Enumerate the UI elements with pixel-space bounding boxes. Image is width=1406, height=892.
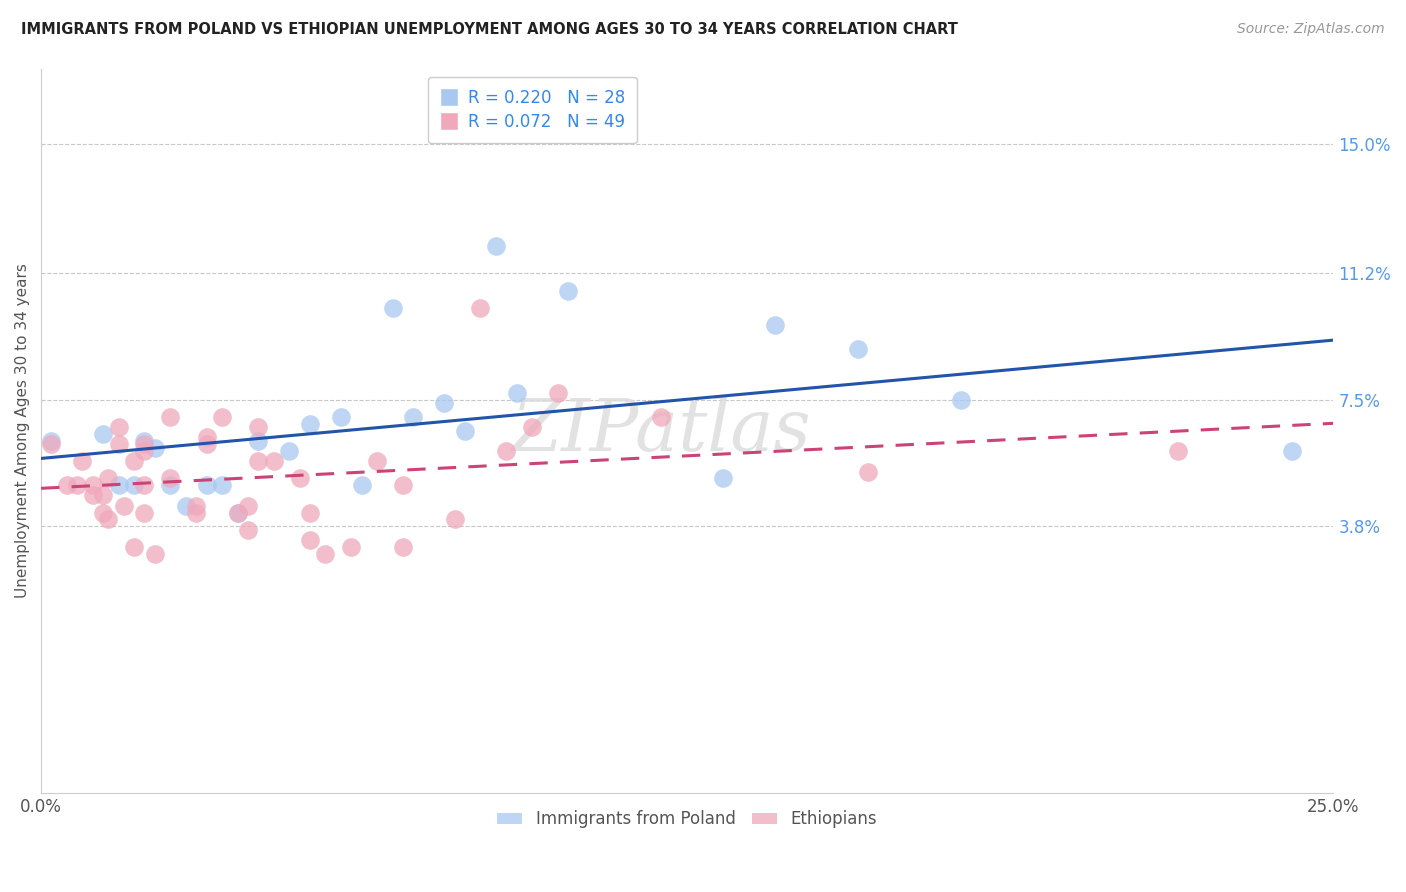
Point <box>547 386 569 401</box>
Point <box>134 478 156 492</box>
Point <box>195 430 218 444</box>
Point <box>856 465 879 479</box>
Point <box>950 392 973 407</box>
Point <box>41 437 63 451</box>
Point <box>211 409 233 424</box>
Point <box>298 417 321 431</box>
Point <box>97 512 120 526</box>
Point <box>454 424 477 438</box>
Point <box>226 506 249 520</box>
Point <box>91 488 114 502</box>
Point <box>288 471 311 485</box>
Y-axis label: Unemployment Among Ages 30 to 34 years: Unemployment Among Ages 30 to 34 years <box>15 263 30 598</box>
Point <box>470 301 492 315</box>
Point <box>236 523 259 537</box>
Point <box>56 478 79 492</box>
Point <box>159 471 181 485</box>
Point <box>112 499 135 513</box>
Text: ZIPatlas: ZIPatlas <box>512 395 811 466</box>
Point <box>72 454 94 468</box>
Point <box>402 409 425 424</box>
Point <box>278 444 301 458</box>
Point <box>1281 444 1303 458</box>
Point <box>650 409 672 424</box>
Point <box>298 506 321 520</box>
Point <box>247 434 270 448</box>
Point <box>134 506 156 520</box>
Point <box>107 420 129 434</box>
Point <box>236 499 259 513</box>
Point <box>186 499 208 513</box>
Point <box>91 427 114 442</box>
Point <box>82 478 104 492</box>
Point <box>340 540 363 554</box>
Point <box>247 454 270 468</box>
Point <box>298 533 321 547</box>
Point <box>159 409 181 424</box>
Point <box>97 471 120 485</box>
Point <box>107 478 129 492</box>
Point <box>329 409 352 424</box>
Point <box>186 506 208 520</box>
Point <box>134 444 156 458</box>
Point <box>713 471 735 485</box>
Point <box>247 420 270 434</box>
Point <box>211 478 233 492</box>
Legend: Immigrants from Poland, Ethiopians: Immigrants from Poland, Ethiopians <box>491 804 884 835</box>
Point <box>143 441 166 455</box>
Point <box>381 301 404 315</box>
Point <box>433 396 456 410</box>
Point <box>443 512 465 526</box>
Point <box>195 437 218 451</box>
Point <box>82 488 104 502</box>
Point <box>350 478 373 492</box>
Point <box>159 478 181 492</box>
Point <box>1167 444 1189 458</box>
Point <box>41 434 63 448</box>
Point <box>66 478 89 492</box>
Point <box>392 478 415 492</box>
Point <box>174 499 197 513</box>
Point <box>392 540 415 554</box>
Point <box>134 437 156 451</box>
Point <box>763 318 786 332</box>
Point <box>195 478 218 492</box>
Point <box>366 454 388 468</box>
Point <box>134 434 156 448</box>
Point <box>122 454 145 468</box>
Point <box>314 547 336 561</box>
Text: IMMIGRANTS FROM POLAND VS ETHIOPIAN UNEMPLOYMENT AMONG AGES 30 TO 34 YEARS CORRE: IMMIGRANTS FROM POLAND VS ETHIOPIAN UNEM… <box>21 22 957 37</box>
Point <box>495 444 517 458</box>
Point <box>557 284 579 298</box>
Point <box>522 420 544 434</box>
Text: Source: ZipAtlas.com: Source: ZipAtlas.com <box>1237 22 1385 37</box>
Point <box>107 437 129 451</box>
Point <box>263 454 285 468</box>
Point <box>143 547 166 561</box>
Point <box>485 239 508 253</box>
Point <box>226 506 249 520</box>
Point <box>505 386 527 401</box>
Point <box>122 478 145 492</box>
Point <box>846 342 869 356</box>
Point <box>91 506 114 520</box>
Point <box>122 540 145 554</box>
